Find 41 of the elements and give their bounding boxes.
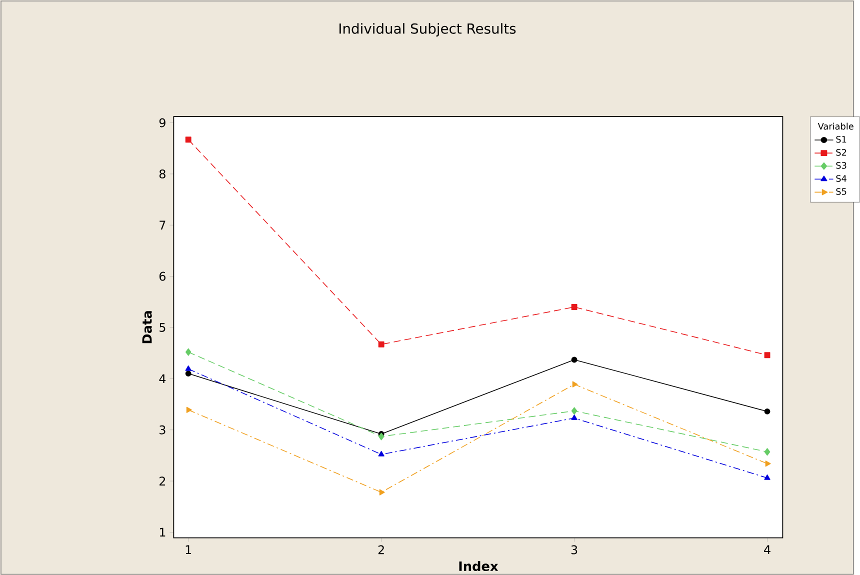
y-tick-label: 1: [160, 528, 166, 536]
point: [764, 474, 770, 480]
y-tick-label: 3: [160, 425, 166, 434]
y-tick-label: 5: [160, 322, 166, 332]
legend-label: S2: [836, 148, 846, 156]
y-tick-label: 7: [160, 220, 166, 230]
point: [378, 341, 384, 348]
point: [572, 381, 578, 388]
legend-label: S4: [836, 174, 846, 182]
point: [571, 356, 578, 363]
point: [571, 304, 578, 310]
x-tick-label: 1: [186, 545, 192, 554]
y-tick-label: 6: [159, 272, 166, 281]
point: [185, 365, 192, 371]
point: [571, 414, 578, 420]
point: [764, 448, 770, 456]
point: [379, 489, 385, 496]
point: [378, 432, 384, 440]
point: [185, 136, 192, 143]
y-tick-label: 2: [160, 476, 166, 486]
legend-label: S1: [836, 136, 846, 143]
point: [185, 370, 192, 376]
point: [764, 408, 770, 414]
point: [764, 352, 770, 358]
x-axis-title: Index: [459, 560, 498, 571]
point: [765, 460, 771, 467]
x-tick-label: 4: [764, 545, 770, 554]
point: [571, 407, 578, 415]
x-tick-label: 2: [378, 545, 384, 554]
point: [378, 450, 384, 456]
legend-label: S3: [836, 162, 846, 169]
y-tick-label: 8: [159, 169, 166, 178]
y-tick-label: 9: [159, 118, 166, 128]
legend-title: Variable: [818, 122, 854, 130]
chart-title: Individual Subject Results: [340, 22, 516, 36]
y-tick-label: 4: [159, 374, 166, 383]
legend-label: S5: [836, 188, 846, 195]
y-axis-title: Data: [142, 311, 152, 344]
point: [185, 348, 192, 356]
x-tick-label: 3: [571, 545, 578, 554]
point: [186, 406, 192, 413]
